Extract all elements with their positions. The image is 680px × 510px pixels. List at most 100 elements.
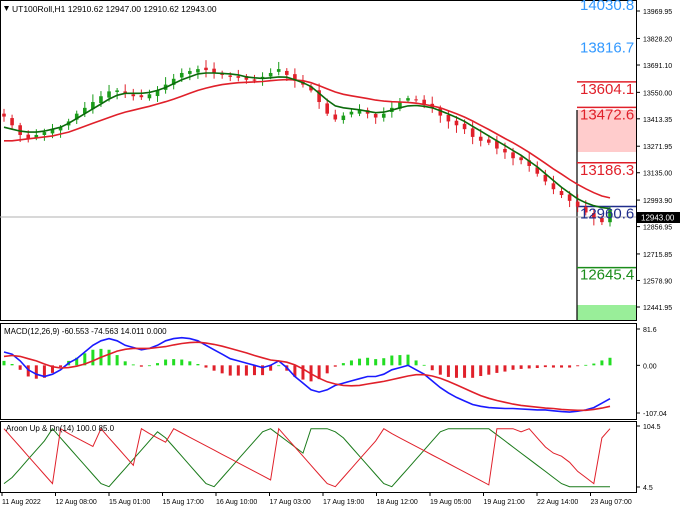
time-tick-label: 15 Aug 17:00: [163, 499, 204, 506]
macd-histogram-bar: [568, 365, 572, 368]
macd-histogram-bar: [463, 365, 467, 378]
candle-body: [228, 75, 233, 77]
ma-fast-line: [3, 72, 611, 210]
time-tick-label: 11 Aug 2022: [2, 499, 41, 506]
macd-histogram-bar: [236, 365, 240, 376]
candle-body: [196, 69, 200, 73]
macd-histogram-bar: [390, 355, 394, 366]
price-tick-label: 12856.95: [643, 225, 672, 232]
candle-body: [349, 111, 354, 115]
macd-histogram-bar: [430, 365, 434, 371]
macd-histogram-bar: [2, 360, 6, 366]
candle-body: [212, 68, 216, 73]
time-tick-label: 15 Aug 01:00: [109, 499, 150, 506]
candle-body: [18, 125, 22, 135]
macd-header: MACD(12,26,9) -60.553 -74.563 14.011 0.0…: [4, 327, 167, 336]
candle-body: [317, 90, 321, 103]
macd-histogram-bar: [592, 363, 596, 366]
price-tick-label: 13550.00: [643, 90, 672, 97]
aroon-tick-label: 104.5: [643, 424, 661, 431]
macd-histogram-bar: [471, 365, 475, 378]
macd-histogram-bar: [414, 360, 418, 366]
candle-body: [357, 109, 362, 114]
candle-body: [252, 79, 257, 81]
candle-body: [115, 90, 119, 92]
macd-histogram-bar: [261, 365, 265, 376]
macd-axis: 81.6 0.00 -107.04: [636, 327, 667, 418]
candle-body: [462, 123, 467, 130]
macd-panel-frame: [0, 323, 637, 420]
candle-body: [107, 91, 111, 98]
candle-body: [309, 86, 313, 91]
macd-histogram-bar: [527, 365, 531, 369]
macd-histogram-bar: [83, 353, 87, 366]
aroon-down-line: [3, 427, 610, 488]
candle-body: [535, 167, 540, 174]
candle-body: [414, 99, 418, 101]
macd-histogram-bar: [196, 364, 200, 366]
candle-body: [527, 160, 531, 166]
candle-body: [608, 209, 612, 223]
moving-averages: [3, 72, 611, 210]
macd-tick-label: -107.04: [643, 411, 667, 418]
macd-histogram-bar: [446, 365, 450, 377]
macd-histogram-bar: [511, 365, 515, 370]
macd-histogram-bar: [50, 365, 54, 373]
aroon-up-line: [3, 427, 611, 488]
price-tick-label: 12993.90: [643, 198, 672, 205]
candle-body: [42, 132, 47, 135]
macd-series: [2, 336, 612, 413]
macd-histogram-bar: [341, 363, 345, 366]
fib-levels: [577, 81, 636, 269]
candle-body: [325, 103, 329, 114]
aroon-panel-frame: [0, 421, 637, 493]
candle-body: [83, 107, 87, 114]
macd-signal-line: [3, 341, 611, 412]
macd-histogram-bar: [204, 365, 208, 368]
time-tick-label: 22 Aug 14:00: [537, 499, 578, 506]
current-price-label: 12943.00: [641, 214, 675, 223]
aroon-axis: 104.5 4.5: [636, 424, 661, 492]
macd-histogram-bar: [374, 359, 378, 366]
macd-histogram-bar: [123, 361, 127, 366]
candle-body: [373, 113, 378, 118]
price-panel-frame: [0, 0, 637, 321]
candle-body: [470, 128, 475, 137]
macd-histogram-bar: [180, 359, 184, 366]
candle-body: [26, 134, 31, 139]
macd-histogram-bar: [212, 365, 216, 371]
macd-histogram-bar: [220, 365, 224, 374]
macd-histogram-bar: [42, 365, 46, 378]
time-tick-label: 18 Aug 12:00: [377, 499, 418, 506]
candle-body: [559, 191, 564, 196]
candle-body: [139, 95, 144, 98]
macd-histogram-bar: [349, 360, 353, 366]
candle-body: [74, 113, 79, 120]
macd-tick-label: 81.6: [643, 327, 657, 334]
fib-level-label: 13604.1: [580, 81, 634, 98]
macd-histogram-bar: [584, 364, 588, 366]
fib-level-label: 13472.6: [580, 106, 634, 123]
macd-histogram-bar: [535, 365, 539, 369]
candle-body: [454, 120, 459, 126]
price-tick-label: 12578.90: [643, 278, 672, 285]
macd-histogram-bar: [115, 355, 119, 366]
candle-body: [131, 94, 136, 97]
macd-histogram-bar: [519, 365, 523, 369]
candle-body: [179, 72, 184, 78]
macd-histogram-bar: [608, 357, 612, 366]
macd-tick-label: 0.00: [643, 363, 657, 370]
price-tick-label: 12441.95: [643, 305, 672, 312]
macd-histogram-bar: [551, 365, 555, 368]
macd-histogram-bar: [252, 365, 256, 376]
candle-body: [592, 213, 596, 219]
candle-body: [171, 78, 176, 85]
macd-histogram-bar: [487, 365, 491, 375]
aroon-header: Aroon Up & Dn(14) 100.0 85.0: [6, 424, 115, 433]
candle-body: [551, 183, 556, 190]
macd-histogram-bar: [366, 357, 370, 366]
macd-histogram-bar: [228, 365, 232, 376]
macd-histogram-bar: [244, 365, 248, 376]
macd-histogram-bar: [382, 358, 386, 366]
